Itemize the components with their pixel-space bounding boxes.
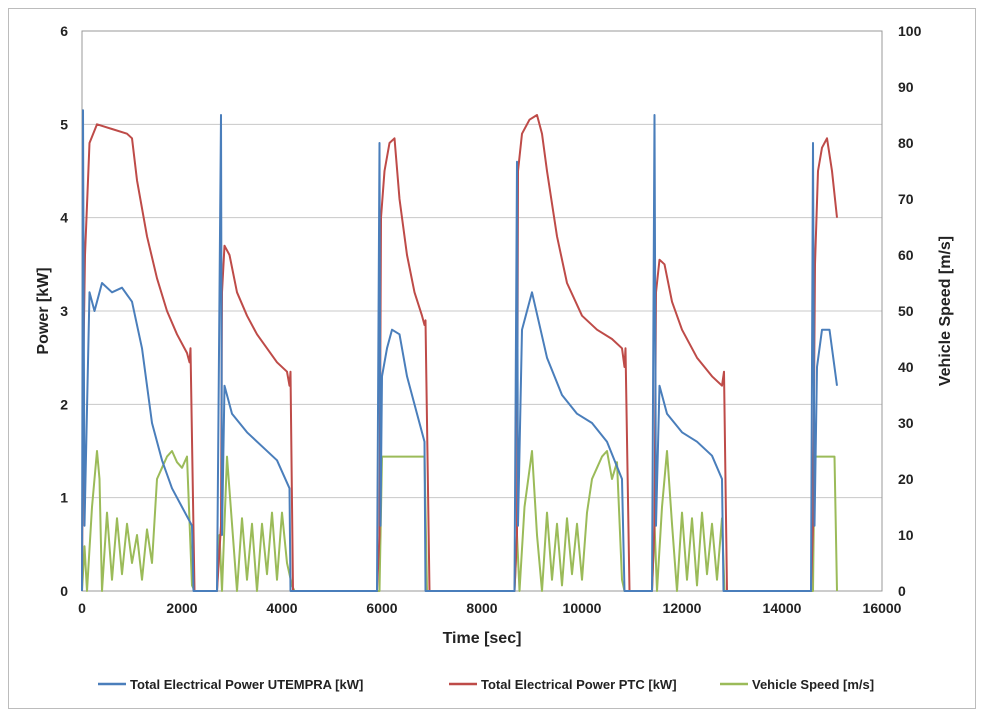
y-right-tick-label: 80 [898,135,914,151]
legend: Total Electrical Power UTEMPRA [kW] Total… [98,677,874,692]
x-tick-label: 2000 [166,600,197,616]
y-right-tick-label: 60 [898,247,914,263]
tick-labels: 0 2000 4000 6000 8000 10000 12000 14000 16000012… [60,23,921,616]
legend-label: Total Electrical Power PTC [kW] [481,677,677,692]
y-right-tick-label: 70 [898,191,914,207]
series-line-1 [81,109,838,592]
x-tick-label: 8000 [466,600,497,616]
y-right-tick-label: 0 [898,583,906,599]
y-right-tick-label: 20 [898,471,914,487]
y-left-tick-label: 0 [60,583,68,599]
legend-label: Vehicle Speed [m/s] [752,677,874,692]
y-axis-right-label: Vehicle Speed [m/s] [937,236,954,386]
y-right-tick-label: 10 [898,527,914,543]
y-left-tick-label: 1 [60,490,68,506]
y-left-tick-label: 5 [60,116,68,132]
y-left-tick-label: 3 [60,303,68,319]
y-axis-left-label: Power [kW] [35,267,52,354]
legend-label: Total Electrical Power UTEMPRA [kW] [130,677,363,692]
x-tick-label: 6000 [366,600,397,616]
y-right-tick-label: 40 [898,359,914,375]
x-tick-label: 14000 [763,600,802,616]
x-tick-label: 10000 [563,600,602,616]
x-axis-label: Time [sec] [443,630,522,647]
y-left-tick-label: 4 [60,210,68,226]
y-right-tick-label: 100 [898,23,922,39]
x-tick-label: 12000 [663,600,702,616]
x-tick-label: 16000 [863,600,902,616]
x-tick-label: 0 [78,600,86,616]
y-left-tick-label: 6 [60,23,68,39]
series-line-2 [81,114,838,592]
x-tick-label: 4000 [266,600,297,616]
y-left-tick-label: 2 [60,396,68,412]
series-layer [81,109,838,592]
y-right-tick-label: 90 [898,79,914,95]
y-right-tick-label: 30 [898,415,914,431]
gridlines [82,30,882,592]
y-right-tick-label: 50 [898,303,914,319]
